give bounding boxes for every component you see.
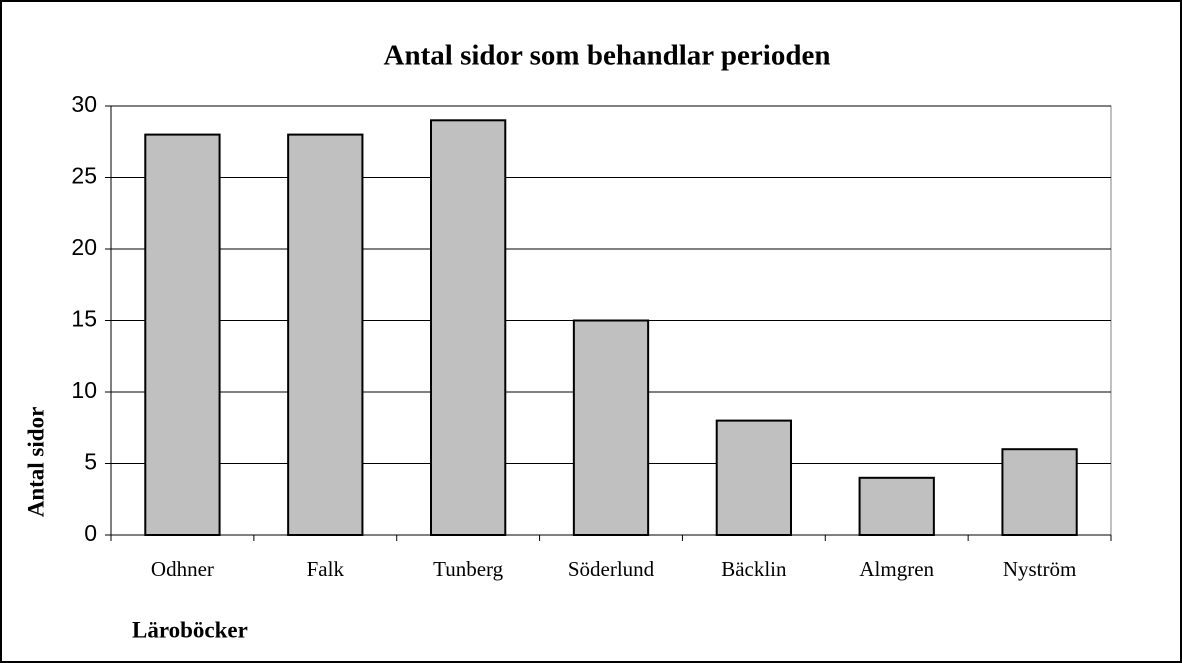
y-tick-label: 20 xyxy=(71,234,97,260)
bar xyxy=(144,133,221,536)
bar xyxy=(572,319,650,536)
y-tick-label: 5 xyxy=(84,449,97,475)
y-axis-label: Antal sidor xyxy=(23,407,48,518)
bar xyxy=(858,476,935,536)
x-axis-label: Läroböcker xyxy=(132,617,248,642)
y-tick-label: 25 xyxy=(71,163,97,189)
x-tick-label: Almgren xyxy=(859,557,934,581)
y-tick-label: 30 xyxy=(71,91,97,117)
bar xyxy=(430,119,507,537)
bar xyxy=(287,133,364,536)
chart-title: Antal sidor som behandlar perioden xyxy=(384,40,831,72)
x-tick-label: Nyström xyxy=(1003,557,1077,581)
x-tick-label: Söderlund xyxy=(568,557,655,581)
bar xyxy=(715,419,793,537)
x-tick-label: Odhner xyxy=(151,557,214,581)
x-tick-label: Falk xyxy=(307,557,345,581)
x-tick-label: Tunberg xyxy=(433,557,504,581)
y-tick-label: 15 xyxy=(71,306,97,332)
x-tick-label: Bäcklin xyxy=(721,557,787,581)
y-tick-label: 0 xyxy=(84,520,97,546)
bar xyxy=(1001,448,1078,537)
y-tick-label: 10 xyxy=(71,377,97,403)
